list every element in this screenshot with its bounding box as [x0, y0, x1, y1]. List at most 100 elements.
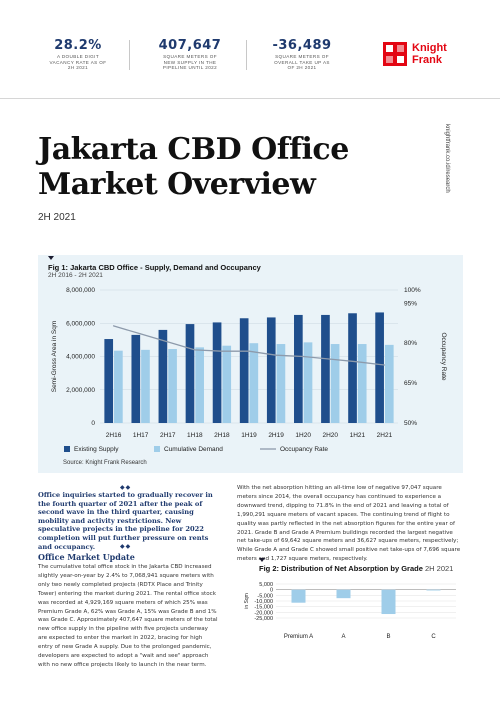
bar-cumulative-demand [114, 350, 123, 423]
line-occupancy-rate [113, 325, 385, 366]
y2-tick-label: 50% [404, 420, 417, 427]
stat-vacancy: 28.2% A double digit vacancy rate as of … [28, 38, 128, 71]
x-tick-label: 1H19 [241, 432, 257, 439]
x-tick-label: Premium A [284, 634, 313, 640]
bar-net-absorption [426, 589, 441, 591]
bar-existing-supply [131, 334, 141, 423]
bar-existing-supply [239, 318, 249, 423]
fig1-chart: 0 2,000,000 4,000,000 6,000,000 8,000,000 50%… [51, 287, 447, 453]
title-line-1: Jakarta CBD Office [38, 132, 349, 167]
diamond-ornament-icon: ◆◆ [120, 485, 132, 491]
y-tick-label: 0 [91, 420, 95, 427]
point-occupancy-rate [167, 341, 169, 343]
stat-take-up-desc: Square meters of overall take up as of 2… [274, 54, 330, 71]
x-tick-label: 2H20 [322, 432, 338, 439]
bar-existing-supply [375, 312, 384, 423]
section-heading: Office Market Update [38, 552, 135, 562]
stat-vacancy-value: 28.2% [54, 38, 102, 53]
title-line-2: Market Overview [38, 167, 316, 202]
y-tick-label: 4,000,000 [66, 354, 95, 361]
x-tick-label: 2H16 [106, 432, 122, 439]
point-occupancy-rate [383, 364, 386, 366]
point-occupancy-rate [221, 350, 223, 352]
bar-cumulative-demand [249, 343, 259, 423]
header-divider [0, 98, 500, 99]
bar-existing-supply [185, 324, 195, 423]
y-tick-label: -10,000 [254, 599, 273, 605]
key-stats: 28.2% A double digit vacancy rate as of … [0, 38, 500, 80]
legend-label-existing-supply: Existing Supply [74, 446, 119, 453]
research-url[interactable]: knightfrank.co.id/research [438, 124, 452, 214]
bar-cumulative-demand [276, 344, 286, 423]
x-tick-label: 1H17 [133, 432, 149, 439]
x-tick-label: 1H18 [187, 432, 203, 439]
point-occupancy-rate [302, 355, 304, 358]
x-tick-label: C [431, 634, 436, 640]
y-tick-label: -20,000 [254, 610, 273, 616]
pull-quote: Office inquiries started to gradually re… [38, 491, 213, 551]
bar-existing-supply [104, 339, 114, 423]
bar-cumulative-demand [303, 342, 313, 423]
point-occupancy-rate [329, 358, 331, 360]
body-text-right: With the net absorption hitting an all-t… [237, 485, 461, 563]
logo-line-1: Knight [412, 42, 447, 54]
research-url-text[interactable]: knightfrank.co.id/research [444, 124, 450, 193]
legend-label-occupancy-rate: Occupancy Rate [280, 446, 328, 453]
bar-net-absorption [291, 589, 306, 603]
stat-new-supply-value: 407,647 [158, 38, 222, 53]
stat-new-supply-desc: Square meters of new supply in the pipel… [162, 54, 218, 71]
y2-tick-label: 65% [404, 380, 417, 387]
y2-tick-label: 95% [404, 300, 417, 307]
body-text-left: The cumulative total office stock in the… [38, 564, 218, 668]
bar-existing-supply [266, 317, 276, 423]
x-tick-label: A [341, 634, 345, 640]
bar-cumulative-demand [330, 344, 340, 423]
y2-axis-label: Occupancy Rate [440, 332, 447, 380]
x-tick-label: 2H17 [160, 432, 176, 439]
bar-cumulative-demand [384, 344, 394, 423]
knight-frank-logo: Knight Frank [383, 42, 463, 74]
x-tick-label: 2H19 [268, 432, 284, 439]
bar-existing-supply [212, 322, 222, 423]
triangle-marker-icon [48, 256, 54, 260]
legend-swatch-existing-supply [64, 446, 70, 452]
y2-tick-label: 100% [404, 287, 421, 294]
y-axis-label: Semi-Gross Area in Sqm [51, 321, 58, 393]
x-tick-label: 2H18 [214, 432, 230, 439]
legend-swatch-cumulative-demand [154, 446, 160, 452]
divider [246, 40, 247, 70]
fig2-title: Fig 2: Distribution of Net Absorption by… [259, 564, 453, 573]
legend-label-cumulative-demand: Cumulative Demand [164, 446, 223, 453]
x-tick-label: 2H21 [377, 432, 393, 439]
y-tick-label: 0 [270, 588, 273, 594]
logo-wordmark: Knight Frank [412, 42, 447, 66]
point-occupancy-rate [140, 333, 142, 335]
bar-existing-supply [158, 329, 168, 423]
y-tick-label: -25,000 [254, 616, 273, 622]
bar-cumulative-demand [141, 349, 150, 423]
stat-vacancy-desc: A double digit vacancy rate as of 2H 202… [49, 54, 107, 71]
fig2-year: 2H 2021 [424, 564, 454, 573]
logo-line-2: Frank [412, 54, 442, 66]
stat-take-up: -36,489 Square meters of overall take up… [252, 38, 352, 71]
x-tick-label: 1H20 [295, 432, 311, 439]
fig1-source: Source: Knight Frank Research [63, 460, 147, 466]
bar-net-absorption [381, 589, 396, 615]
y-tick-label: 8,000,000 [66, 287, 95, 294]
stat-new-supply: 407,647 Square meters of new supply in t… [140, 38, 240, 71]
y2-tick-label: 80% [404, 340, 417, 347]
y-tick-label: -15,000 [254, 605, 273, 611]
bar-existing-supply [294, 314, 303, 423]
bar-existing-supply [348, 313, 357, 423]
fig2-title-text: Fig 2: Distribution of Net Absorption by… [259, 564, 423, 573]
y-tick-label: 5,000 [259, 582, 273, 588]
y-tick-label: -5,000 [257, 593, 273, 599]
report-period: 2H 2021 [38, 212, 76, 223]
y-axis-label: in Sqm [244, 593, 250, 609]
point-occupancy-rate [356, 361, 358, 363]
point-occupancy-rate [275, 354, 277, 356]
bar-cumulative-demand [357, 344, 367, 423]
bar-cumulative-demand [168, 349, 177, 423]
logo-mark-icon [383, 42, 407, 66]
bar-existing-supply [321, 314, 330, 423]
